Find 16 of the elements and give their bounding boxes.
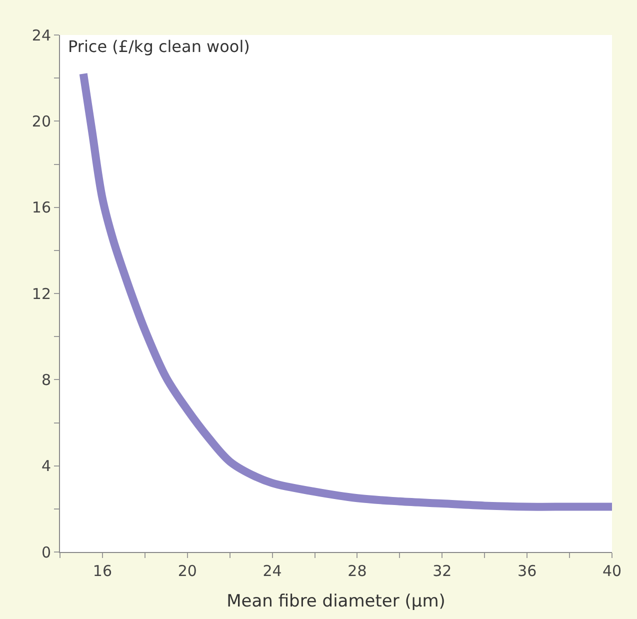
y-tick-label: 4 <box>41 457 51 476</box>
x-tick-label: 40 <box>602 562 622 580</box>
y-tick-label: 24 <box>32 26 51 44</box>
x-tick-label: 28 <box>348 562 367 580</box>
x-tick-label: 16 <box>92 562 112 580</box>
y-axis-title: Price (£/kg clean wool) <box>68 37 250 56</box>
y-tick-label: 16 <box>32 198 51 217</box>
y-tick-label: 20 <box>32 112 51 130</box>
x-tick-label: 32 <box>432 562 452 580</box>
x-tick-label: 20 <box>178 562 197 580</box>
y-tick-label: 12 <box>32 284 51 303</box>
x-axis-title: Mean fibre diameter (µm) <box>226 591 446 612</box>
x-tick-label: 24 <box>262 562 282 580</box>
y-tick-label: 8 <box>41 370 51 389</box>
y-tick-label: 0 <box>41 543 51 562</box>
x-tick-label: 36 <box>518 562 537 580</box>
